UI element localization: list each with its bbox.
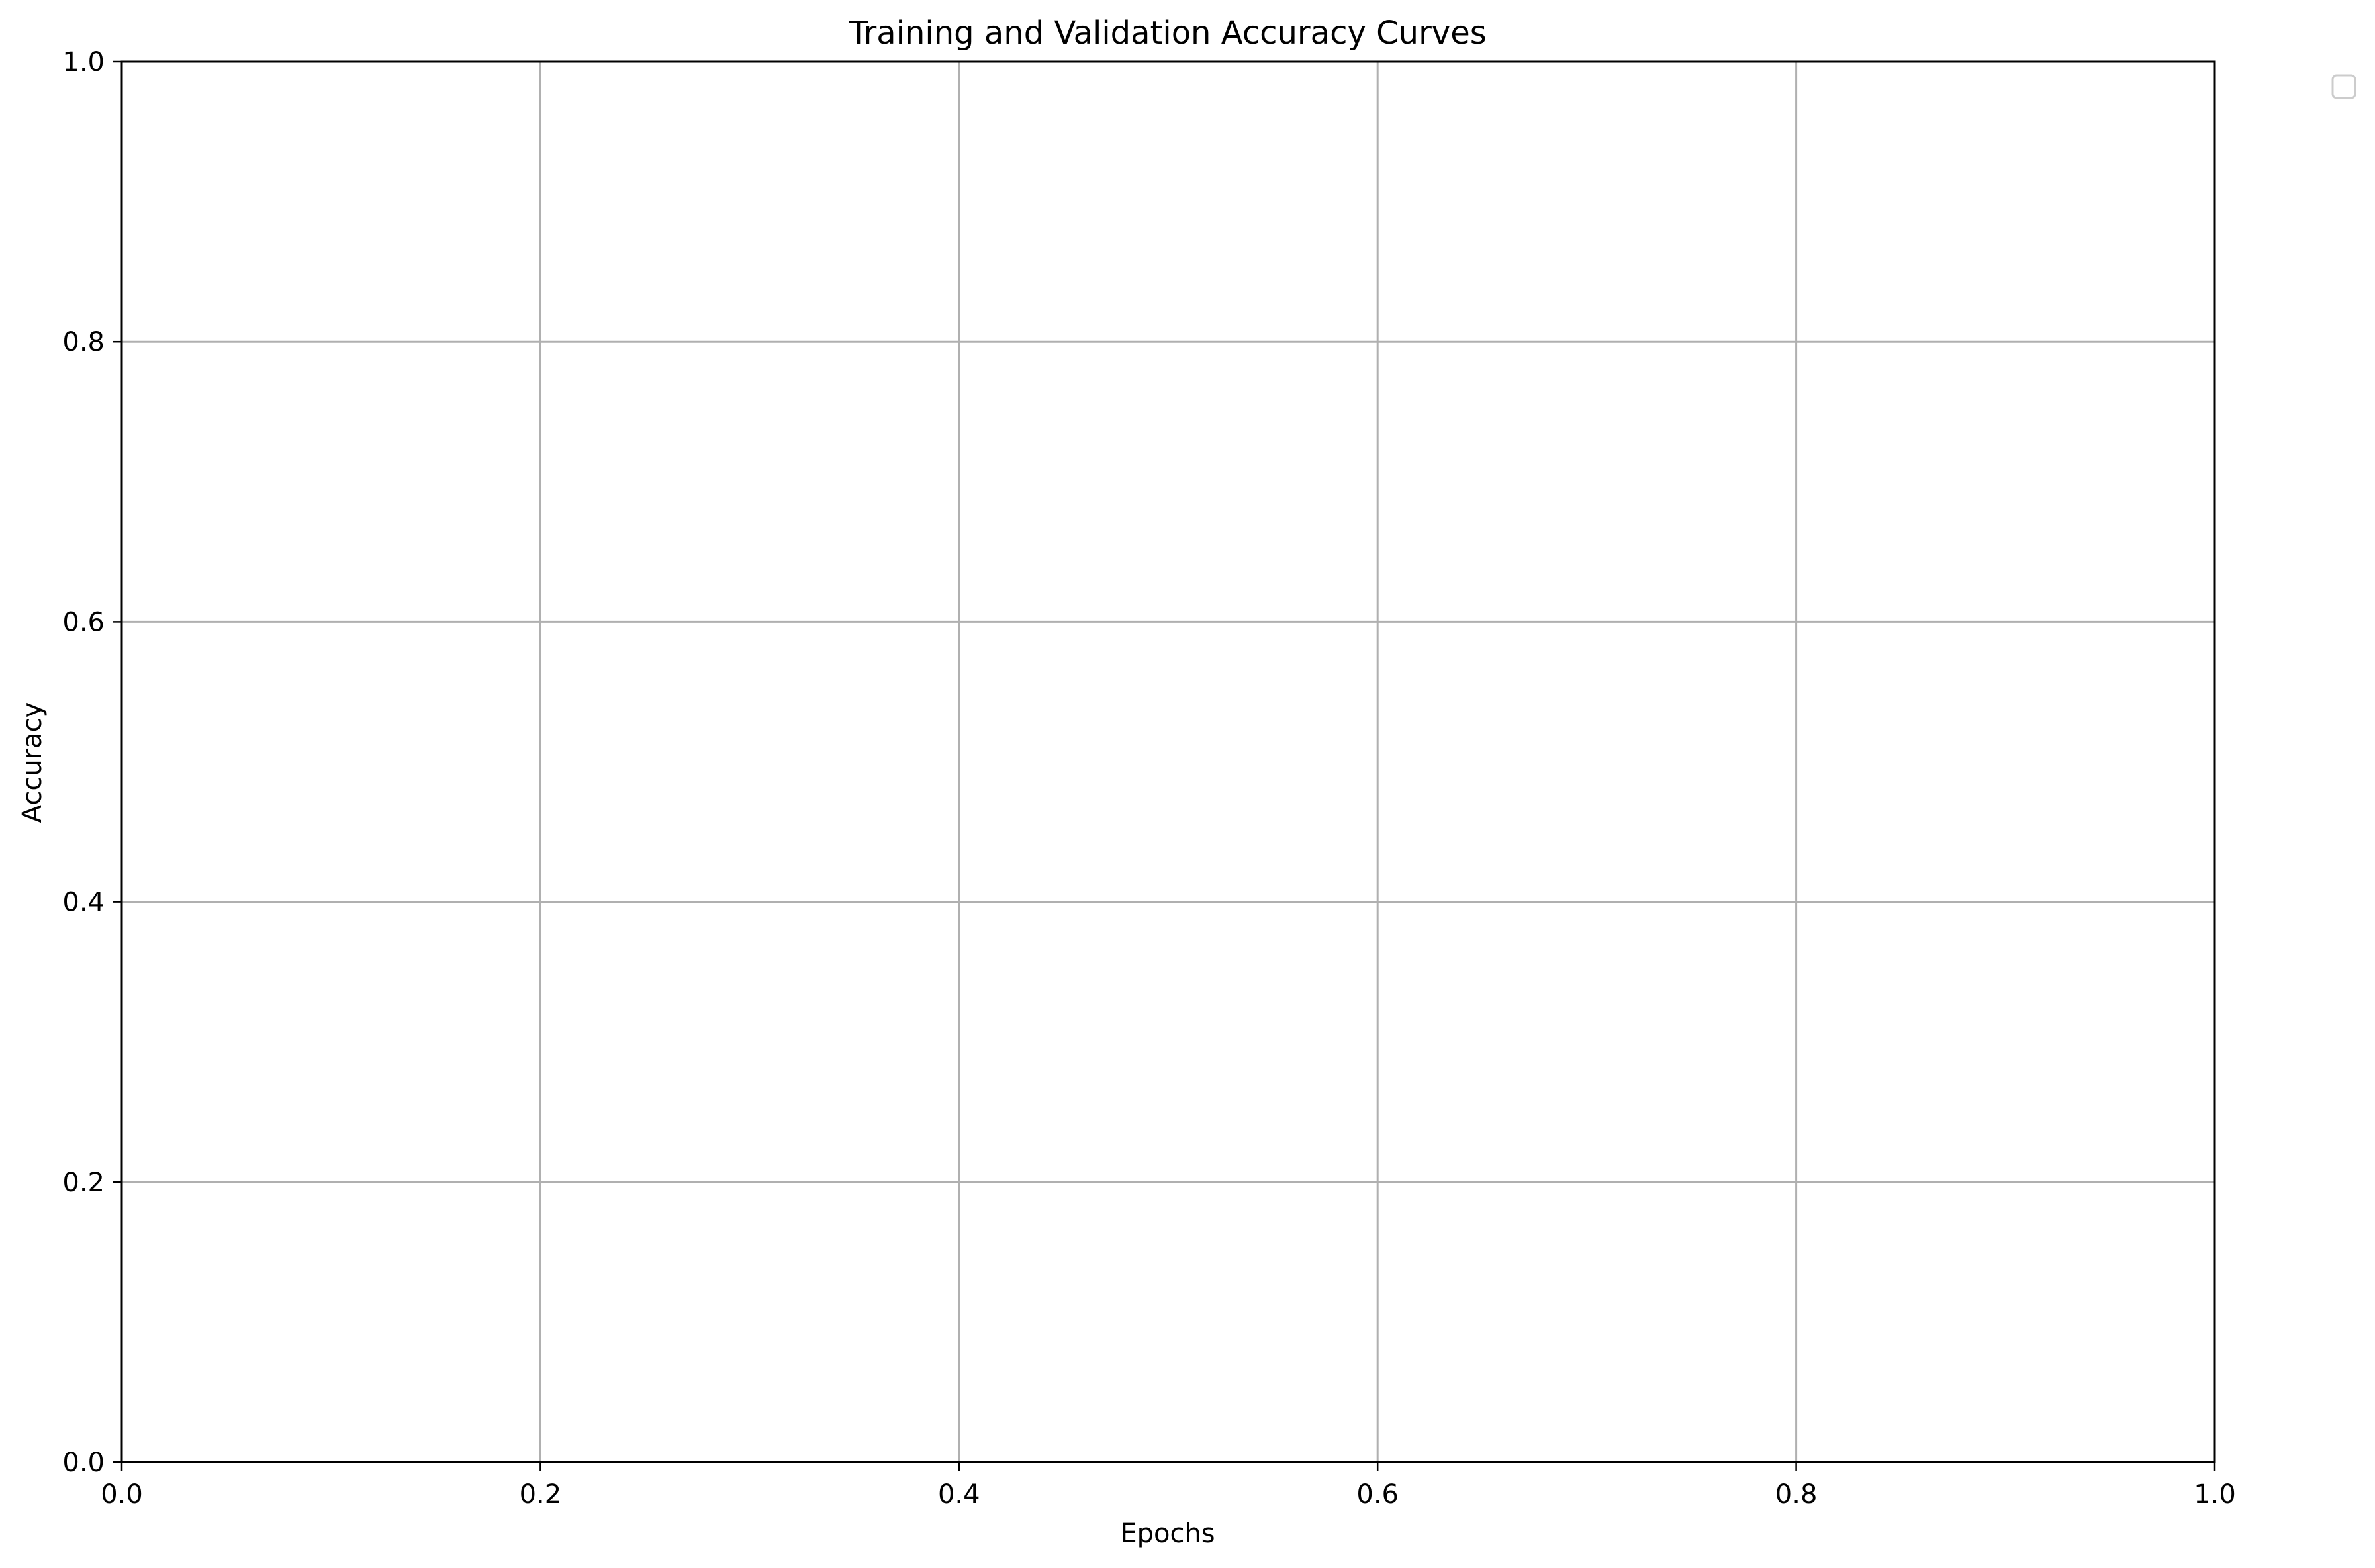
grid	[122, 62, 2215, 1462]
x-axis-ticks: 0.0 0.2 0.4 0.6 0.8 1.0	[101, 1462, 2236, 1510]
x-axis-label: Epochs	[1120, 1518, 1215, 1549]
y-tick-label: 0.4	[62, 888, 105, 918]
plot-frame	[120, 60, 2216, 1463]
x-tick-label: 0.2	[520, 1479, 562, 1510]
y-tick-label: 0.0	[62, 1448, 105, 1478]
y-tick-label: 0.6	[62, 607, 105, 637]
x-tick-label: 0.6	[1356, 1479, 1399, 1510]
y-tick-label: 0.8	[62, 327, 105, 357]
x-tick-label: 1.0	[2194, 1479, 2236, 1510]
y-axis-label: Accuracy	[17, 702, 48, 823]
chart-title: Training and Validation Accuracy Curves	[848, 15, 1487, 52]
y-tick-label: 0.2	[62, 1168, 105, 1198]
x-tick-label: 0.8	[1775, 1479, 1818, 1510]
x-tick-label: 0.0	[101, 1479, 143, 1510]
y-tick-label: 1.0	[62, 47, 105, 77]
y-axis-ticks: 0.0 0.2 0.4 0.6 0.8 1.0	[62, 47, 122, 1478]
legend	[2331, 74, 2356, 99]
x-tick-label: 0.4	[938, 1479, 980, 1510]
